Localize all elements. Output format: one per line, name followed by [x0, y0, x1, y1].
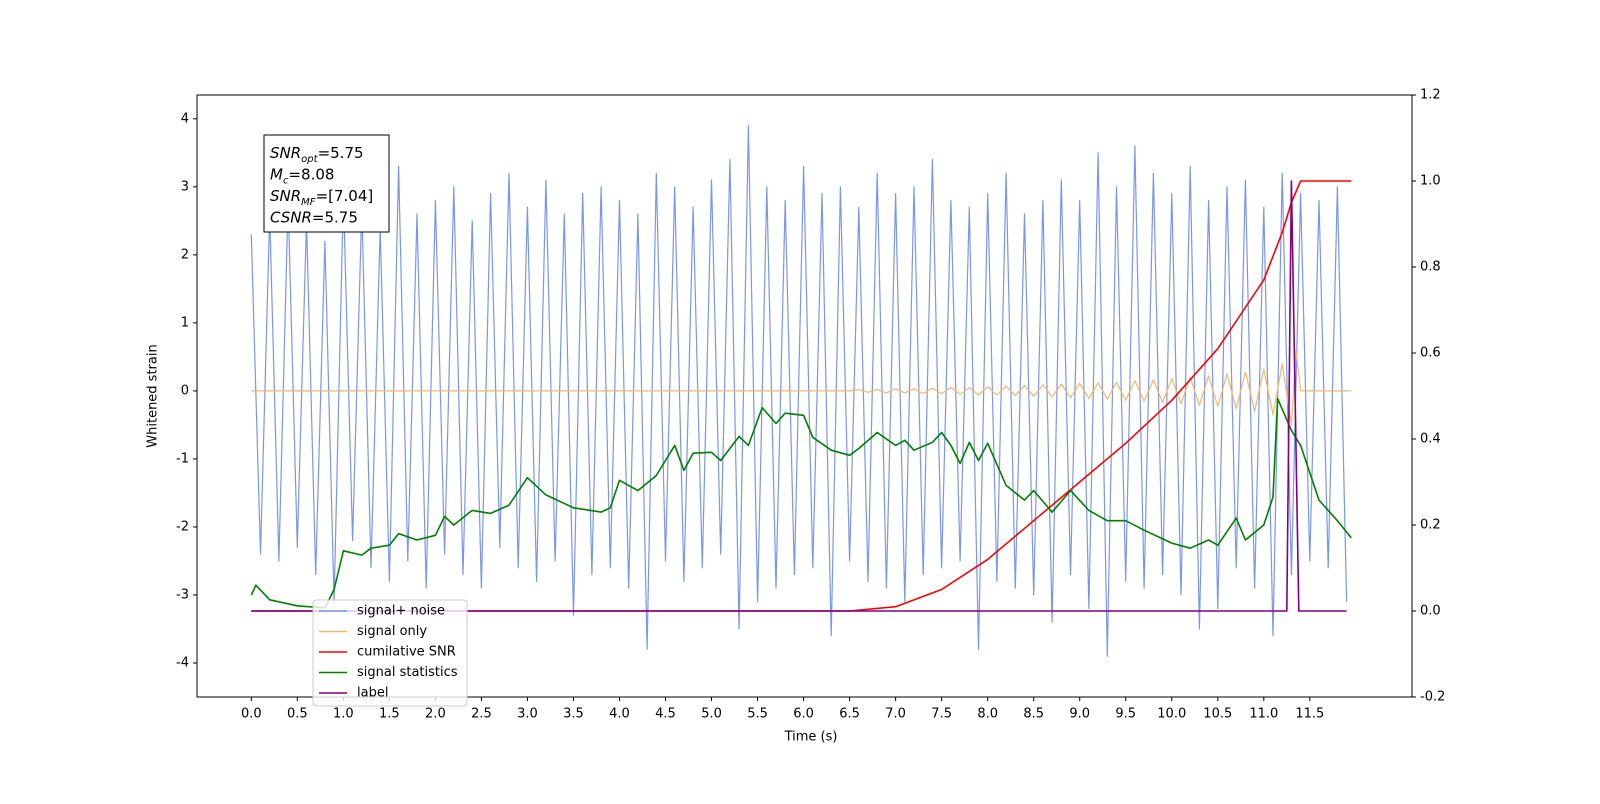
x-tick-label: 11.0 [1249, 707, 1278, 722]
x-tick-label: 0.5 [287, 707, 308, 722]
y2-tick-label: 0.4 [1420, 432, 1441, 447]
x-tick-label: 10.5 [1203, 707, 1232, 722]
y-tick-label: 3 [181, 179, 189, 194]
annotation-subscript: c [283, 176, 289, 187]
y2-tick-label: 0.2 [1420, 518, 1441, 533]
x-tick-label: 5.5 [747, 707, 768, 722]
annotation-value: =[7.04] [316, 187, 374, 205]
annotation-line: SNRopt=5.75 [270, 144, 364, 165]
series-line [250, 125, 1348, 657]
y2-tick-label: 0.6 [1420, 346, 1441, 361]
series-line [251, 180, 1347, 612]
legend-label: label [357, 686, 388, 701]
y2-tick-label: 0.0 [1420, 604, 1441, 619]
annotation-subscript: opt [301, 154, 318, 165]
annotation-value: =5.75 [312, 209, 358, 227]
x-tick-label: 5.0 [701, 707, 722, 722]
annotation-value: =8.08 [288, 166, 334, 184]
y-tick-label: -2 [176, 519, 189, 534]
annotation-value: =5.75 [318, 144, 364, 162]
plot-frame [196, 94, 1413, 698]
legend-label: cumilative SNR [357, 645, 456, 660]
x-tick-label: 3.0 [517, 707, 538, 722]
x-tick-label: 4.5 [655, 707, 676, 722]
y-axis-label: Whitened strain [146, 344, 161, 447]
x-tick-label: 2.5 [471, 707, 492, 722]
legend: signal+ noise signal only cumilative SNR si… [312, 599, 468, 707]
x-tick-label: 0.0 [241, 707, 262, 722]
y2-tick-label: 0.8 [1420, 260, 1441, 275]
x-tick-label: 11.5 [1295, 707, 1324, 722]
x-tick-label: 1.5 [379, 707, 400, 722]
x-tick-label: 9.5 [1115, 707, 1136, 722]
x-tick-label: 10.0 [1157, 707, 1186, 722]
annotation-line: CSNR=5.75 [270, 209, 358, 227]
x-tick-label: 3.5 [563, 707, 584, 722]
series-line [251, 349, 1352, 426]
annotation-symbol: SNR [270, 187, 301, 205]
series-line [251, 180, 1352, 612]
annotation-symbol: SNR [270, 144, 301, 162]
y2-tick-label: 1.2 [1420, 88, 1441, 103]
x-axis-label: Time (s) [784, 730, 838, 745]
annotation-subscript: MF [301, 197, 316, 208]
legend-label: signal statistics [357, 665, 458, 680]
y-tick-label: -1 [176, 451, 189, 466]
legend-label: signal only [357, 624, 427, 639]
annotation-symbol: CSNR [270, 209, 312, 227]
x-tick-label: 7.5 [931, 707, 952, 722]
x-tick-label: 8.0 [977, 707, 998, 722]
x-tick-label: 8.5 [1023, 707, 1044, 722]
annotation-symbol: M [270, 166, 283, 184]
y-tick-label: 4 [181, 111, 189, 126]
series-line [250, 397, 1352, 609]
x-tick-label: 7.0 [885, 707, 906, 722]
legend-label: signal+ noise [357, 604, 445, 619]
annotation-line: Mc=8.08 [270, 166, 334, 187]
y-tick-label: 2 [181, 247, 189, 262]
annotation-line: SNRMF=[7.04] [270, 187, 373, 208]
y2-tick-label: -0.2 [1420, 690, 1445, 705]
x-tick-label: 6.0 [793, 707, 814, 722]
x-tick-label: 1.0 [333, 707, 354, 722]
y-tick-label: 0 [181, 383, 189, 398]
legend-box [312, 599, 468, 707]
y2-tick-label: 1.0 [1420, 174, 1441, 189]
annotation-box [263, 134, 390, 233]
x-tick-label: 6.5 [839, 707, 860, 722]
y-tick-label: -4 [176, 655, 189, 670]
y-tick-label: 1 [181, 315, 189, 330]
x-tick-label: 9.0 [1069, 707, 1090, 722]
y-tick-label: -3 [176, 587, 189, 602]
x-tick-label: 2.0 [425, 707, 446, 722]
x-tick-label: 4.0 [609, 707, 630, 722]
